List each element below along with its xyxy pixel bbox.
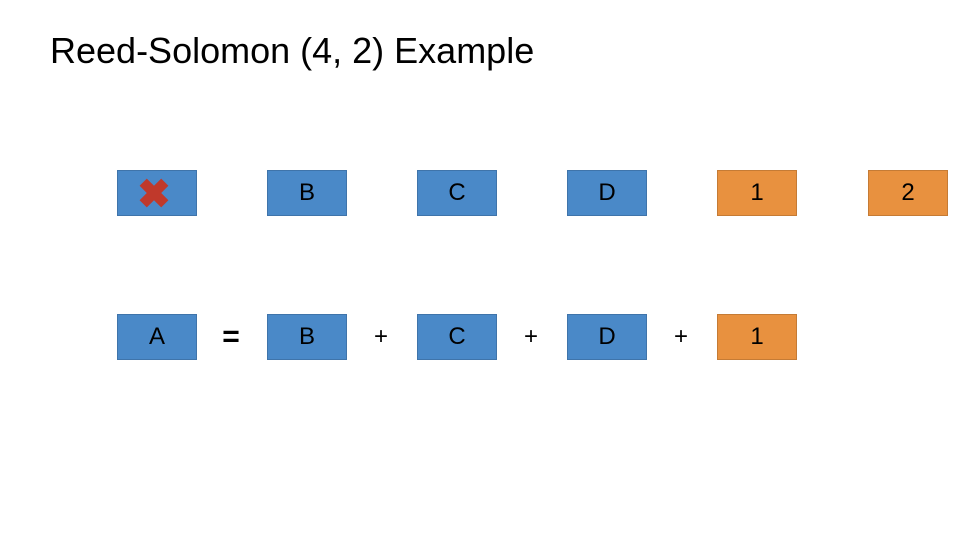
block-r2-d: D (567, 314, 647, 360)
block-label: 1 (750, 179, 763, 207)
block-label: D (598, 323, 615, 351)
block-r2-b: B (267, 314, 347, 360)
block-label: C (448, 323, 465, 351)
block-r2-a: A (117, 314, 197, 360)
cross-icon (136, 175, 172, 211)
operator-op-p1: + (366, 322, 396, 352)
block-label: 1 (750, 323, 763, 351)
block-label: B (299, 179, 315, 207)
block-label: B (299, 323, 315, 351)
page-title: Reed-Solomon (4, 2) Example (50, 30, 534, 72)
block-label: A (149, 323, 165, 351)
block-r1-2: 2 (868, 170, 948, 216)
block-r1-cross (117, 170, 197, 216)
operator-op-p2: + (516, 322, 546, 352)
block-label: D (598, 179, 615, 207)
block-r1-1: 1 (717, 170, 797, 216)
block-r1-b: B (267, 170, 347, 216)
block-r1-c: C (417, 170, 497, 216)
block-r1-d: D (567, 170, 647, 216)
operator-op-p3: + (666, 322, 696, 352)
operator-op-eq: = (216, 322, 246, 352)
block-r2-1: 1 (717, 314, 797, 360)
block-r2-c: C (417, 314, 497, 360)
block-label: C (448, 179, 465, 207)
block-label: 2 (901, 179, 914, 207)
